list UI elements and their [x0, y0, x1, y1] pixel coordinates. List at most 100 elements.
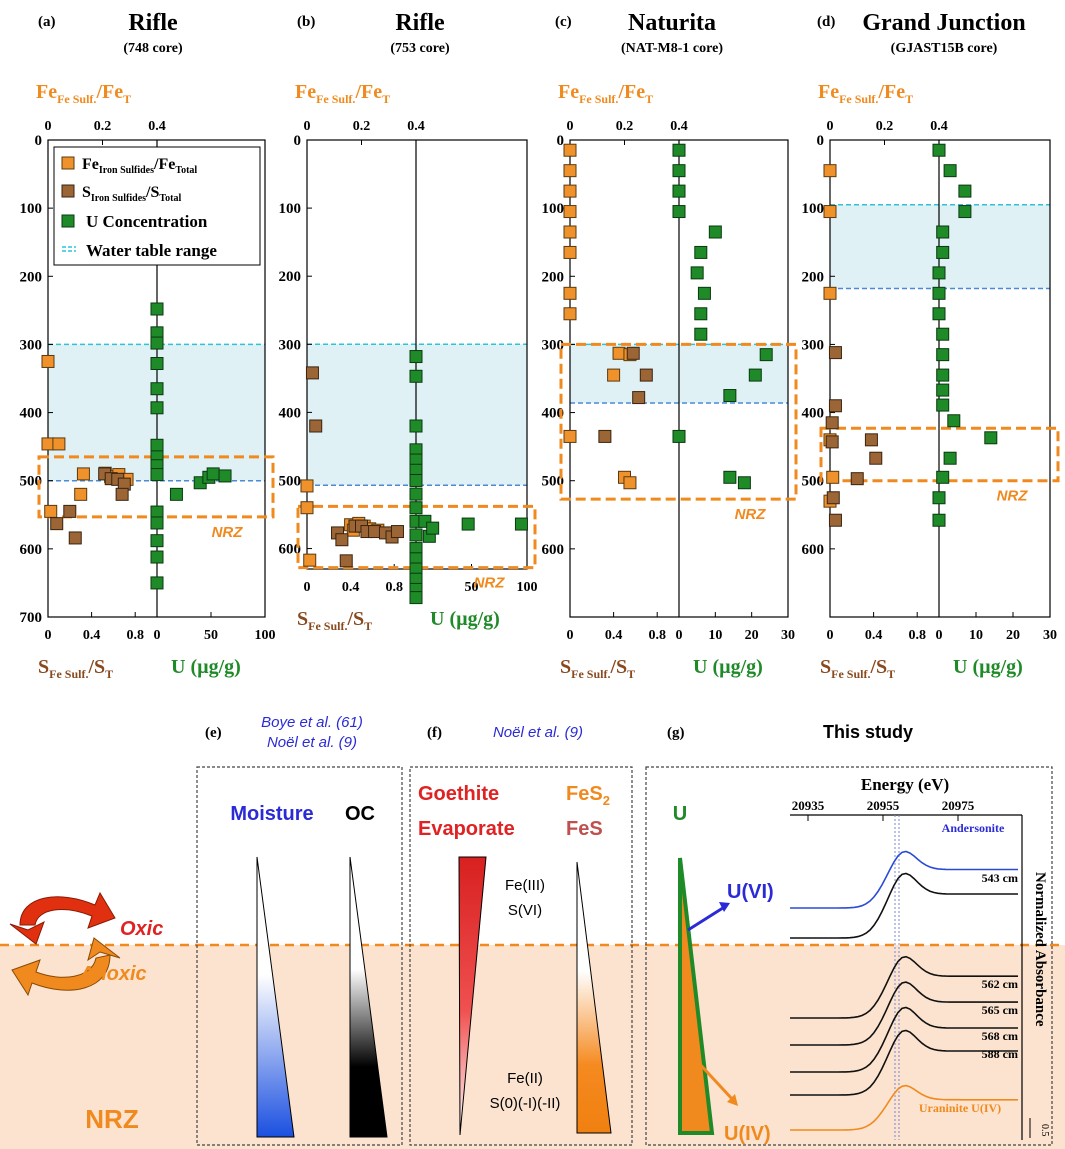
- depth-tick-label: 500: [802, 474, 825, 490]
- depth-tick-label: 100: [279, 201, 302, 217]
- panel-letter: (c): [555, 14, 572, 30]
- evaporate-label: Evaporate: [418, 818, 515, 840]
- data-point-s: [309, 419, 323, 433]
- bottom-right-tick-label: 100: [517, 580, 538, 595]
- redox-cycle-icon: [9, 891, 121, 997]
- panel-letter: (a): [38, 14, 56, 30]
- data-point-u: [150, 302, 164, 316]
- spectrum-543cm: [790, 872, 1018, 939]
- panel-subtitle: (NAT-M8-1 core): [621, 41, 723, 56]
- chart-panel-2: 0 100 200 300 400 500 600 0 0.2 0.4 0 0.4 0.8 0 10 20 30…: [542, 81, 798, 681]
- data-point-u: [694, 327, 708, 341]
- u4-arrowhead: [727, 1094, 738, 1106]
- data-point-s: [339, 554, 353, 568]
- data-point-u: [150, 336, 164, 350]
- data-point-fe: [823, 164, 837, 178]
- bottom-left-tick-label: 0: [304, 580, 311, 595]
- bottom-right-tick-label: 50: [204, 628, 218, 643]
- data-point-u: [932, 286, 946, 300]
- depth-tick-label: 200: [279, 269, 302, 285]
- data-point-fe: [44, 504, 58, 518]
- data-point-fe: [303, 553, 317, 567]
- data-point-u: [150, 516, 164, 530]
- data-point-u: [697, 286, 711, 300]
- data-point-fe: [823, 286, 837, 300]
- fe-ratio-axis-title: FeFe Sulf./FeT: [36, 81, 131, 106]
- uraninite-label: Uraninite U(IV): [919, 1101, 1001, 1115]
- goethite-label: Goethite: [418, 783, 499, 805]
- spectrum-565cm: [790, 981, 1018, 1046]
- data-point-u: [672, 429, 686, 443]
- spectrum-label-588: 588 cm: [982, 1047, 1018, 1061]
- data-point-s: [115, 487, 129, 501]
- u6-arrowhead: [719, 902, 730, 912]
- data-point-u: [409, 350, 423, 364]
- data-point-u: [426, 521, 440, 535]
- bottom-right-tick-label: 20: [745, 628, 759, 643]
- moisture-label: Moisture: [230, 803, 313, 825]
- data-point-s: [368, 525, 382, 539]
- panel-b: (b) Rifle (753 core): [297, 10, 450, 56]
- legend-box: [53, 146, 261, 266]
- panel-g-title: This study: [823, 722, 913, 742]
- data-point-u: [932, 143, 946, 157]
- legend-u-swatch: [61, 214, 75, 228]
- spectrum-andersonite: [790, 850, 1018, 909]
- u-axis-title: U (µg/g): [953, 656, 1023, 678]
- depth-tick-label: 0: [557, 133, 565, 149]
- bottom-right-tick-label: 100: [255, 628, 276, 643]
- depth-tick-label: 500: [542, 474, 565, 490]
- legend: FeIron Sulfides/FeTotal SIron Sulfides/S…: [53, 146, 261, 266]
- depth-tick-label: 400: [20, 406, 43, 422]
- fe2-label: Fe(II): [507, 1070, 543, 1087]
- top-tick-label: 0: [304, 119, 311, 134]
- data-point-fe: [563, 205, 577, 219]
- data-point-u: [932, 513, 946, 527]
- bottom-right-tick-label: 30: [1043, 628, 1057, 643]
- depth-tick-label: 100: [20, 201, 43, 217]
- absorbance-axis-label: Normalized Absorbance: [1032, 872, 1048, 1027]
- uranium-wedge: [678, 857, 715, 1135]
- energy-tick-label: 20955: [867, 798, 900, 813]
- data-point-u: [958, 184, 972, 198]
- data-point-s: [598, 429, 612, 443]
- panel-f-letter: (f): [427, 725, 442, 741]
- panel-title: Naturita: [628, 10, 716, 36]
- data-point-fe: [74, 487, 88, 501]
- bottom-right-tick-label: 0: [154, 628, 161, 643]
- spectrum-label-565: 565 cm: [982, 1003, 1018, 1017]
- energy-axis-label: Energy (eV): [861, 775, 949, 794]
- spectrum-label-543: 543 cm: [982, 871, 1018, 885]
- panel-e-ref2: Noël et al. (9): [267, 734, 357, 751]
- data-point-s: [828, 399, 842, 413]
- legend-u-label: U Concentration: [86, 212, 208, 231]
- data-point-u: [936, 225, 950, 239]
- top-tick-label: 0: [827, 119, 834, 134]
- bottom-left-tick-label: 0.4: [605, 628, 623, 643]
- bottom-left-tick-label: 0.4: [83, 628, 101, 643]
- bottom-left-tick-label: 0.8: [385, 580, 403, 595]
- data-point-fe: [563, 225, 577, 239]
- depth-tick-label: 600: [802, 542, 825, 558]
- spectrum-588cm: [790, 1029, 1018, 1096]
- top-tick-label: 0: [45, 119, 52, 134]
- data-point-u: [409, 501, 423, 515]
- data-point-u: [672, 143, 686, 157]
- u-axis-title: U (µg/g): [430, 608, 500, 630]
- top-tick-label: 0.4: [930, 119, 948, 134]
- fes-gradient-wedge: [576, 861, 612, 1134]
- legend-water-label: Water table range: [86, 241, 217, 260]
- bottom-right-tick-label: 0: [936, 628, 943, 643]
- fe-ratio-axis-title: FeFe Sulf./FeT: [295, 81, 390, 106]
- energy-tick-label: 20975: [942, 798, 975, 813]
- data-point-u: [748, 368, 762, 382]
- fe-ratio-axis-title: FeFe Sulf./FeT: [558, 81, 653, 106]
- data-point-fe: [300, 479, 314, 493]
- data-point-u: [690, 266, 704, 280]
- data-point-u: [936, 398, 950, 412]
- data-point-u: [218, 469, 232, 483]
- data-point-u: [206, 467, 220, 481]
- data-point-u: [150, 382, 164, 396]
- bottom-left-tick-label: 0.4: [865, 628, 883, 643]
- panel-e-letter: (e): [205, 725, 222, 741]
